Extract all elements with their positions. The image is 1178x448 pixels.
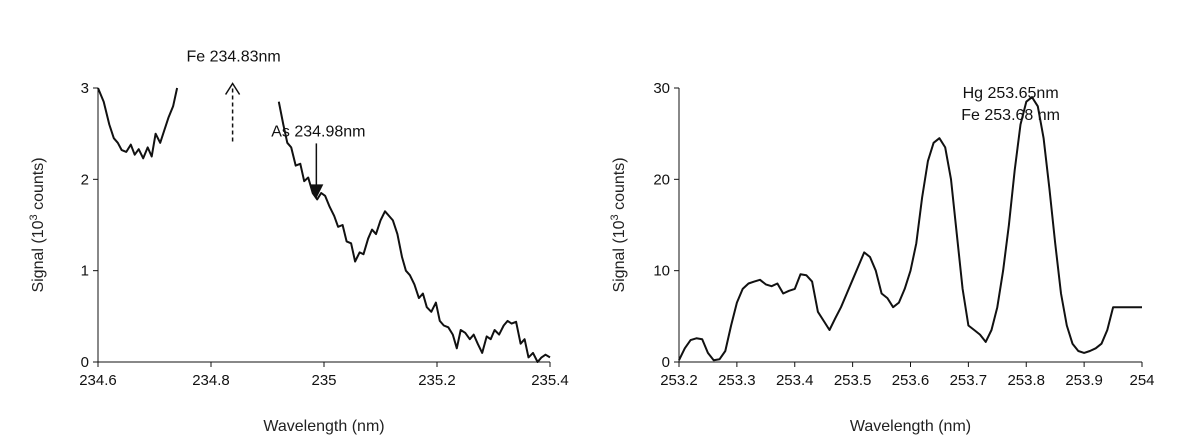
annotation-label: Hg 253.65nm	[963, 85, 1059, 102]
y-tick-label: 20	[653, 171, 670, 188]
x-tick-label: 253.9	[1065, 372, 1103, 389]
annotation-label: Fe 234.83nm	[186, 49, 280, 66]
annotation-label: Fe 253.68 nm	[961, 107, 1060, 124]
spectrum-line	[678, 96, 1142, 362]
x-tick-label: 234.8	[192, 372, 230, 389]
x-tick-label: 253.7	[950, 372, 988, 389]
y-axis-title: Signal (103 counts)	[28, 157, 47, 292]
x-tick-label: 254	[1129, 372, 1154, 389]
x-tick-label: 235.2	[418, 372, 456, 389]
y-tick-label: 3	[81, 80, 89, 97]
solid-arrow-head	[309, 184, 324, 199]
y-tick-label: 10	[653, 263, 670, 280]
chart-panel-right: 253.2 253.3 253.4 253.5 253.6 253.7 253.8 253.9…	[609, 80, 1155, 435]
x-tick-label: 253.4	[776, 372, 814, 389]
y-tick-label: 30	[653, 80, 670, 97]
x-tick-label: 253.3	[718, 372, 756, 389]
x-axis-title: Wavelength (nm)	[850, 418, 971, 435]
chart-panel-left: 234.6 234.8 235 235.2 235.4 0 1 2 3 Wavelength (n…	[28, 49, 569, 435]
x-tick-label: 253.8	[1007, 372, 1045, 389]
x-tick-label: 235.4	[531, 372, 569, 389]
y-tick-label: 0	[81, 354, 89, 371]
y-tick-label: 2	[81, 171, 89, 188]
x-tick-label: 235	[311, 372, 336, 389]
dashed-arrow-head	[224, 82, 241, 95]
y-tick-label: 0	[662, 354, 670, 371]
x-tick-label: 253.6	[892, 372, 930, 389]
x-tick-label: 253.2	[660, 372, 698, 389]
y-tick-label: 1	[81, 263, 89, 280]
spectrum-line	[277, 101, 551, 363]
x-tick-label: 234.6	[79, 372, 117, 389]
y-axis-title: Signal (103 counts)	[609, 157, 628, 292]
annotation-label: As 234.98nm	[271, 123, 365, 140]
spectrum-line	[97, 87, 179, 160]
x-axis-title: Wavelength (nm)	[263, 418, 384, 435]
x-tick-label: 253.5	[834, 372, 872, 389]
